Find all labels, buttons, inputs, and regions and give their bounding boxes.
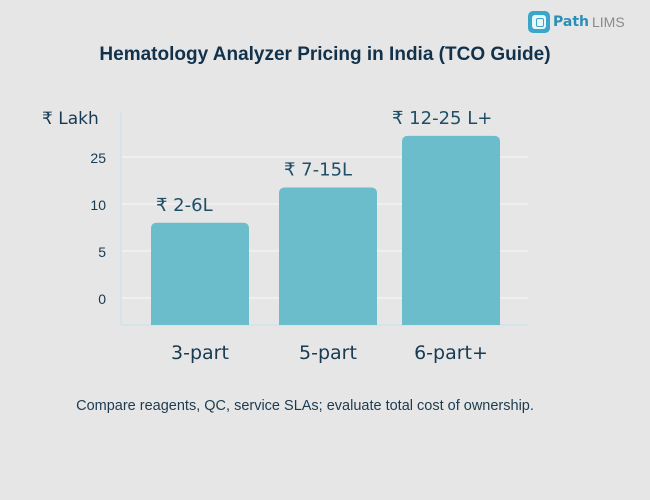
- chart-caption: Compare reagents, QC, service SLAs; eval…: [76, 398, 534, 414]
- chart-title: Hematology Analyzer Pricing in India (TC…: [99, 44, 551, 65]
- microscope-icon: [528, 11, 550, 33]
- bar: [279, 187, 377, 325]
- bar-data-label: ₹ 7-15L: [284, 160, 352, 181]
- bar-data-label: ₹ 12-25 L+: [392, 108, 492, 129]
- x-tick-label: 6-part+: [414, 342, 488, 364]
- y-tick-label: 0: [98, 291, 106, 307]
- bar-chart: 0 5 10 25 ₹ Lakh ₹ 2-6L 3-part ₹ 7-15L 5-part ₹ 1…: [42, 108, 528, 364]
- bar-data-label: ₹ 2-6L: [156, 195, 213, 216]
- brand-name-light: LIMS: [592, 14, 625, 30]
- y-tick-label: 5: [98, 244, 106, 260]
- x-tick-label: 5-part: [299, 342, 357, 364]
- bar: [402, 135, 500, 325]
- brand-name-bold: Path: [553, 14, 589, 30]
- x-tick-label: 3-part: [171, 342, 229, 364]
- bar: [151, 222, 249, 325]
- y-axis-label: ₹ Lakh: [42, 109, 99, 129]
- y-tick-label: 10: [90, 197, 106, 213]
- brand-logo: Path LIMS: [528, 11, 625, 33]
- y-tick-label: 25: [90, 150, 106, 166]
